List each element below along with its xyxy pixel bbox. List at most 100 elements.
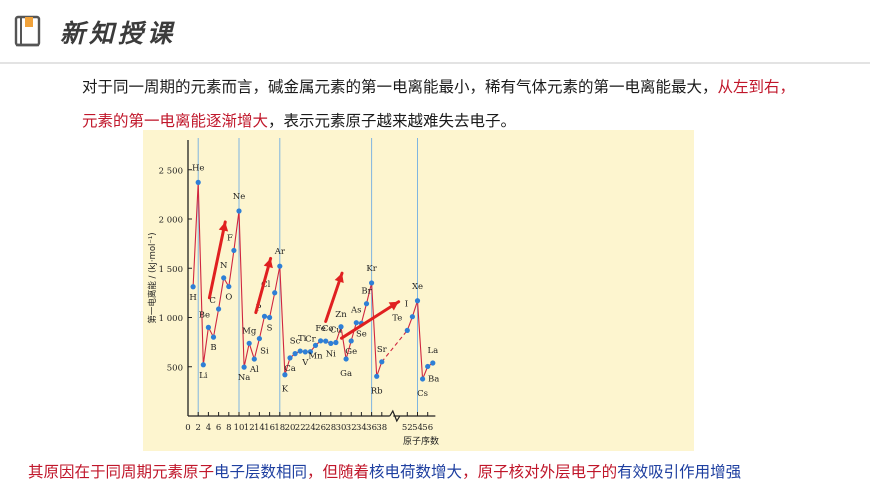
x-tick-label: 12 [244, 423, 255, 433]
data-point-O [226, 283, 232, 290]
element-label-Cu: Cu [330, 326, 343, 336]
data-point-Ga [343, 356, 349, 362]
data-point-Be [205, 324, 211, 330]
element-label-As: As [350, 306, 362, 316]
data-point-K [282, 372, 288, 378]
data-point-P [261, 313, 268, 319]
data-point-Mn [312, 342, 319, 348]
element-label-Sc: Sc [290, 337, 301, 347]
data-point-B [210, 334, 217, 340]
x-tick-label: 32 [346, 423, 357, 433]
x-tick-label: 28 [325, 423, 336, 433]
element-label-Cr: Cr [305, 335, 317, 345]
trend-arrow-head-4 [388, 301, 399, 311]
data-point-Sr [379, 359, 385, 365]
trend-arrow-2 [254, 256, 273, 315]
data-point-Cs [420, 376, 426, 382]
element-label-Na: Na [238, 373, 251, 383]
data-point-As [353, 320, 359, 326]
element-label-Cl: Cl [261, 280, 271, 290]
conclusion-text: 其原因在于同周期元素原子电子层数相同，但随着核电荷数增大，原子核对外层电子的有效… [28, 460, 741, 482]
data-point-Ni [328, 340, 334, 347]
element-label-O: O [225, 293, 232, 303]
data-point-Ne [236, 208, 242, 214]
x-tick-label: 38 [376, 423, 387, 433]
book-icon [14, 15, 41, 47]
x-tick-label: 36 [366, 423, 377, 433]
element-label-He: He [192, 163, 204, 173]
intro-highlight: 从左到右，元素的第一电离能逐渐增大 [82, 78, 796, 130]
conclusion-5: ， [462, 463, 478, 481]
data-point-F [231, 247, 237, 254]
x-tick-label: 22 [295, 423, 306, 433]
y-tick-label: 1 000 [159, 314, 183, 324]
element-label-Ar: Ar [274, 247, 286, 257]
element-label-Ca: Ca [284, 364, 296, 374]
data-point-Ge [348, 338, 354, 344]
element-label-P: P [256, 303, 262, 313]
x-tick-label: 6 [216, 423, 221, 433]
element-label-Ba: Ba [428, 374, 439, 384]
trend-arrow-head-1 [218, 221, 229, 232]
element-label-Rb: Rb [371, 386, 383, 396]
data-point-Rb [374, 373, 380, 379]
data-point-Cl [272, 290, 278, 296]
y-tick-label: 2 000 [159, 216, 183, 226]
x-tick-label: 26 [315, 423, 326, 433]
page-title: 新知授课 [60, 19, 177, 48]
data-point-Br [363, 301, 370, 307]
element-label-Se: Se [356, 329, 367, 339]
data-point-Xe [414, 298, 421, 304]
trend-arrow-head-3 [334, 273, 344, 284]
conclusion-7: 有效吸引作用增强 [617, 463, 742, 481]
intro-text-2: ，表示元素原子越来越难失去电子。 [268, 112, 517, 130]
data-point-Ba [425, 363, 431, 370]
data-point-Co [323, 338, 329, 344]
data-point-Fe [318, 338, 324, 344]
x-tick-label: 4 [206, 423, 211, 433]
x-tick-label: 2 [195, 423, 200, 433]
x-tick-label: 54 [412, 423, 423, 433]
x-tick-label: 34 [356, 423, 367, 433]
trend-arrow-1 [207, 220, 227, 300]
data-point-H [190, 284, 196, 290]
data-point-Na [241, 364, 247, 370]
data-point-Kr [369, 280, 375, 286]
data-point-Zn [338, 324, 344, 330]
trend-arrow-head-2 [263, 258, 273, 269]
y-tick-label: 1 500 [159, 265, 183, 275]
x-tick-label: 30 [336, 423, 347, 433]
data-point-Si [256, 335, 262, 342]
data-point-Ti [297, 348, 303, 354]
element-label-K: K [282, 385, 289, 395]
element-label-Mn: Mn [308, 351, 323, 361]
element-label-V: V [301, 358, 309, 368]
x-tick-label: 8 [226, 423, 231, 433]
element-label-Ga: Ga [340, 369, 352, 379]
element-label-Be: Be [199, 310, 210, 320]
element-label-Si: Si [260, 347, 269, 357]
x-tick-label: 24 [305, 423, 316, 433]
trend-arrow-4 [340, 300, 401, 340]
header: 新知授课 [0, 0, 870, 64]
data-point-Li [200, 362, 206, 368]
element-label-I: I [405, 300, 408, 310]
element-label-N: N [220, 261, 228, 271]
element-label-C: C [209, 296, 216, 306]
ionization-chart: 500 1 000 1 500 2 000 2 500 0 2 4 6 8 10 12 14 16 18 20… [143, 130, 694, 451]
element-label-Zn: Zn [335, 310, 347, 320]
element-label-Co: Co [322, 324, 334, 334]
element-label-La: La [427, 346, 438, 356]
element-label-Br: Br [361, 287, 372, 297]
data-point-V [302, 349, 308, 355]
element-label-Ni: Ni [326, 349, 336, 359]
data-point-La [430, 360, 436, 366]
axis-break-mark [389, 409, 401, 423]
element-label-H: H [189, 293, 196, 303]
element-label-Sr: Sr [377, 345, 388, 355]
data-point-Mg [246, 340, 252, 346]
x-tick-label: 18 [274, 423, 285, 433]
data-point-C [216, 306, 222, 312]
x-tick-label: 20 [285, 423, 296, 433]
